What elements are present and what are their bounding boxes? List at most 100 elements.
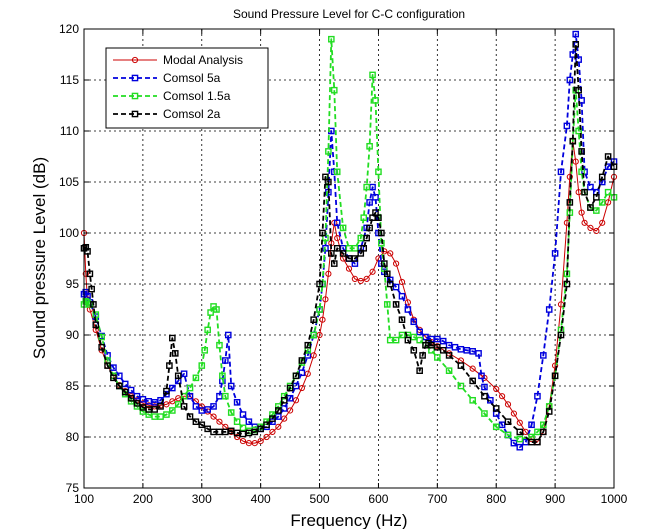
- data-point: [445, 367, 453, 375]
- data-point: [333, 219, 341, 227]
- data-point: [587, 204, 594, 211]
- data-point: [366, 224, 373, 232]
- data-point: [325, 148, 332, 155]
- legend-label-comsol-2a: Comsol 2a: [163, 107, 221, 121]
- x-tick-label: 700: [427, 492, 447, 506]
- data-point: [163, 387, 170, 395]
- data-point: [351, 244, 359, 252]
- data-point: [233, 418, 241, 426]
- data-point: [581, 219, 588, 226]
- data-point: [330, 86, 338, 94]
- data-point: [171, 350, 179, 357]
- data-point: [578, 168, 585, 176]
- data-point: [166, 362, 173, 369]
- data-point: [469, 377, 476, 385]
- data-point: [410, 347, 418, 354]
- data-point: [104, 362, 111, 369]
- x-tick-label: 200: [133, 492, 153, 506]
- data-point: [599, 219, 606, 226]
- data-point: [566, 76, 574, 84]
- data-point: [328, 35, 335, 43]
- data-point: [98, 343, 105, 351]
- legend-label-comsol-1-5a: Comsol 1.5a: [163, 89, 231, 103]
- data-point: [366, 142, 373, 150]
- data-point: [516, 428, 524, 436]
- data-point: [88, 285, 95, 293]
- data-point: [286, 384, 294, 392]
- y-tick-label: 110: [60, 124, 79, 138]
- data-point: [363, 234, 370, 242]
- data-point: [210, 413, 217, 420]
- data-point: [319, 316, 326, 323]
- data-point: [339, 224, 347, 232]
- data-point: [304, 341, 312, 349]
- y-tick-label: 115: [60, 73, 79, 87]
- data-point: [398, 316, 406, 324]
- y-tick-label: 80: [66, 430, 80, 444]
- data-point: [201, 347, 209, 354]
- data-point: [82, 243, 90, 251]
- y-tick-label: 90: [66, 328, 80, 342]
- data-point: [575, 56, 582, 63]
- y-tick-label: 105: [59, 175, 79, 189]
- data-point: [545, 306, 553, 313]
- data-point: [224, 331, 232, 339]
- data-point: [90, 301, 97, 308]
- data-point: [410, 318, 418, 326]
- data-point: [604, 188, 612, 196]
- data-point: [325, 270, 332, 277]
- data-point: [239, 437, 247, 445]
- data-point: [481, 392, 488, 400]
- data-point: [439, 337, 447, 345]
- data-point: [84, 248, 91, 255]
- data-point: [598, 173, 606, 181]
- data-point: [569, 137, 577, 145]
- data-point: [333, 244, 341, 252]
- data-point: [593, 227, 600, 235]
- y-tick-label: 120: [59, 22, 79, 36]
- legend-marker-modal-analysis: [131, 56, 139, 64]
- x-axis-label: Frequency (Hz): [290, 511, 407, 529]
- data-point: [198, 362, 206, 369]
- legend-marker-comsol-5a: [131, 74, 139, 82]
- y-axis-label: Sound pressure Level (dB): [30, 157, 49, 359]
- data-point: [275, 407, 282, 414]
- legend-label-comsol-5a: Comsol 5a: [163, 71, 221, 85]
- data-point: [392, 336, 400, 344]
- data-point: [280, 396, 288, 404]
- series-line-comsol-2a: [83, 43, 615, 444]
- data-point: [121, 388, 129, 396]
- data-point: [180, 392, 188, 400]
- data-point: [360, 214, 368, 222]
- data-point: [351, 275, 358, 282]
- data-point: [351, 255, 359, 262]
- data-point: [572, 158, 579, 165]
- data-point: [269, 428, 276, 435]
- data-point: [587, 183, 594, 191]
- data-point: [372, 193, 379, 201]
- data-point: [216, 418, 223, 425]
- data-point: [439, 347, 447, 354]
- data-point: [204, 326, 211, 334]
- data-point: [360, 244, 368, 252]
- data-point: [469, 365, 476, 372]
- data-point: [516, 435, 524, 443]
- data-point: [186, 413, 194, 420]
- data-point: [575, 127, 582, 135]
- series-layer: [80, 30, 618, 451]
- data-point: [416, 328, 423, 336]
- data-point: [339, 250, 347, 257]
- data-point: [551, 250, 559, 257]
- data-point: [292, 372, 300, 380]
- data-point: [222, 392, 229, 400]
- data-point: [404, 336, 412, 344]
- x-tick-label: 800: [486, 492, 506, 506]
- y-tick-label: 95: [66, 277, 80, 291]
- data-point: [245, 440, 252, 447]
- data-point: [481, 410, 488, 417]
- data-point: [578, 97, 585, 104]
- data-point: [469, 396, 476, 404]
- data-point: [357, 277, 364, 285]
- data-point: [180, 403, 188, 410]
- series-line-comsol-1-5a: [83, 38, 615, 440]
